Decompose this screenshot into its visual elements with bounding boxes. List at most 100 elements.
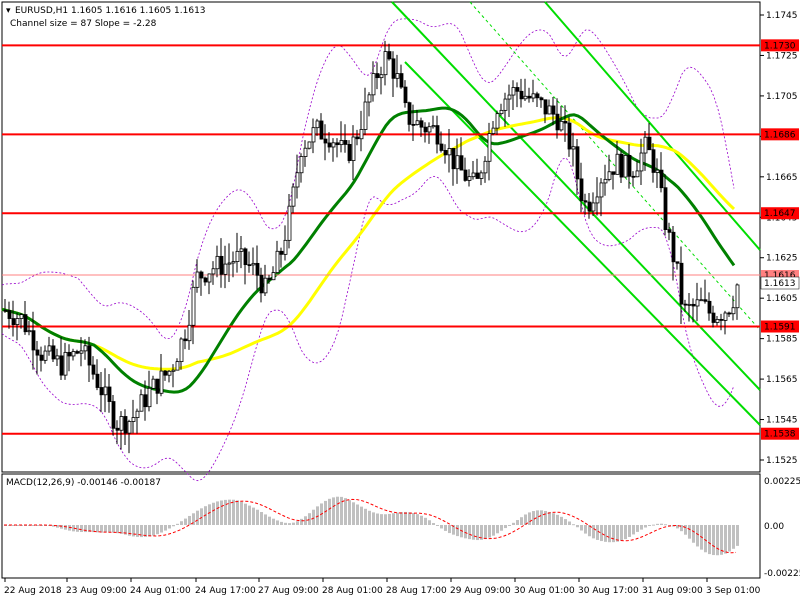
macd-bar (124, 525, 127, 535)
candle (471, 160, 476, 180)
candle (591, 192, 596, 216)
macd-bar (692, 525, 695, 543)
moving-average-fast (1, 106, 736, 394)
candle (163, 370, 168, 381)
macd-bar (484, 525, 487, 540)
macd-tick-bottom: -0.00225 (764, 569, 800, 579)
macd-bar (496, 525, 499, 534)
dropdown-arrow-icon[interactable]: ▾ (6, 6, 11, 16)
candle (347, 140, 352, 164)
candle (19, 313, 24, 329)
candle (543, 99, 548, 124)
macd-bar (592, 525, 595, 539)
macd-bar (644, 525, 647, 528)
level-label: 1.1730 (764, 41, 796, 51)
macd-bar (428, 520, 431, 525)
candle (507, 84, 512, 118)
level-label-bg (761, 427, 799, 440)
candle (587, 193, 592, 219)
macd-bar (304, 516, 307, 525)
candle (291, 183, 296, 214)
candle (299, 153, 304, 183)
macd-bar (596, 525, 599, 540)
price-tick-label: 1.1605 (766, 294, 798, 304)
macd-bar (160, 525, 163, 533)
macd-bar (552, 513, 555, 525)
candle (671, 226, 676, 281)
current-price-label-hidden: 1.1616 (764, 271, 796, 281)
macd-bar (348, 500, 351, 525)
macd-bar (440, 525, 443, 529)
macd-bar (292, 522, 295, 525)
time-tick-label: 3 Sep 01:00 (706, 586, 761, 596)
candle (155, 378, 160, 405)
candle (607, 154, 612, 182)
moving-average-slow (1, 116, 736, 371)
candle (7, 301, 12, 329)
candle (639, 138, 644, 185)
macd-bar (492, 525, 495, 536)
macd-bar (548, 511, 551, 525)
macd-bar (696, 525, 699, 547)
macd-bar (300, 518, 303, 525)
time-tick-label: 28 Aug 17:00 (386, 586, 447, 596)
candle (683, 299, 688, 312)
macd-bar (148, 525, 151, 537)
macd-bar (532, 511, 535, 525)
candle (415, 109, 420, 126)
price-tick-label: 1.1585 (766, 335, 798, 345)
macd-bar (84, 525, 87, 533)
macd-bar (736, 525, 739, 546)
macd-bar (536, 510, 539, 525)
candle (343, 124, 348, 153)
macd-bar (544, 510, 547, 525)
macd-bar (116, 525, 119, 534)
macd-bar (100, 525, 103, 533)
candle (223, 245, 228, 289)
candle (255, 245, 260, 290)
macd-bar (516, 520, 519, 525)
candle (495, 110, 500, 135)
candle (659, 152, 664, 193)
macd-bar (200, 508, 203, 525)
candle (79, 337, 84, 367)
candle (551, 96, 556, 126)
macd-bar (248, 505, 251, 525)
candle (575, 138, 580, 195)
macd-bar (212, 502, 215, 525)
macd-bar (468, 525, 471, 540)
candle (719, 313, 724, 331)
candle (427, 122, 432, 144)
macd-bar (368, 510, 371, 525)
candle (207, 273, 212, 295)
macd-bar (340, 496, 343, 525)
macd-bar (108, 525, 111, 533)
candle (47, 336, 52, 356)
bollinger-bands (1, 18, 735, 482)
candle (103, 368, 108, 413)
candle (131, 399, 136, 434)
macd-bar (64, 525, 67, 530)
candle (187, 309, 192, 350)
macd-bar (448, 525, 451, 534)
candle (407, 101, 412, 132)
candle (679, 246, 684, 325)
macd-bar (524, 514, 527, 525)
macd-bar (668, 525, 671, 526)
time-tick-label: 24 Aug 17:00 (195, 586, 256, 596)
macd-bar (636, 525, 639, 532)
candle (43, 345, 48, 364)
macd-bar (180, 521, 183, 525)
macd-bar (224, 499, 227, 525)
macd-bar (152, 525, 155, 536)
candle (287, 194, 292, 249)
macd-bar (400, 512, 403, 525)
macd-bar (704, 525, 707, 553)
candle (3, 298, 8, 313)
channel-upper-line-2 (544, 1, 761, 251)
macd-bar (500, 525, 503, 531)
candle (183, 329, 188, 350)
candle (247, 251, 252, 273)
candle (143, 380, 148, 421)
macd-bar (424, 517, 427, 525)
